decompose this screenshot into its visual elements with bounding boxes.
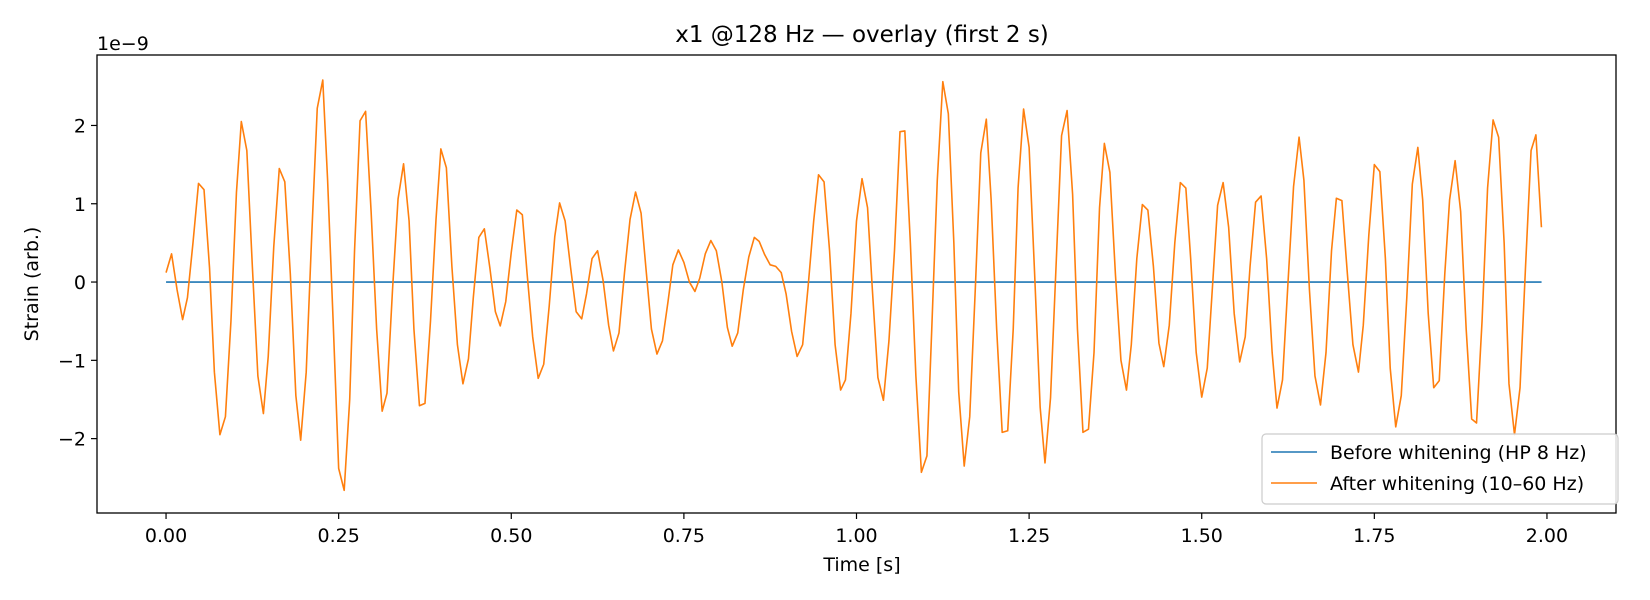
legend-label-before: Before whitening (HP 8 Hz) [1330,442,1587,464]
plot-area [165,79,1543,492]
series-after-whitening-line [165,79,1543,492]
y-tick-label: 2 [74,115,86,137]
y-axis: −2 −1 0 1 2 [58,115,97,451]
x-tick-label: 0.00 [145,525,187,547]
x-tick-label: 0.75 [663,525,705,547]
y-tick-label: 1 [74,194,86,216]
y-offset-text: 1e−9 [97,33,149,55]
chart-title: x1 @128 Hz — overlay (first 2 s) [675,22,1049,48]
x-axis-label: Time [s] [822,554,900,576]
legend-label-after: After whitening (10–60 Hz) [1330,473,1584,495]
y-axis-label: Strain (arb.) [21,227,43,342]
y-tick-label: −2 [58,429,86,451]
series-group [165,79,1543,492]
x-tick-label: 1.75 [1353,525,1395,547]
x-tick-label: 0.25 [318,525,360,547]
legend-box [1261,433,1619,505]
x-tick-label: 0.50 [490,525,532,547]
x-tick-label: 2.00 [1526,525,1568,547]
y-tick-label: −1 [58,350,86,372]
x-tick-label: 1.00 [835,525,877,547]
legend: Before whitening (HP 8 Hz) After whiteni… [1261,433,1619,505]
x-axis: 0.00 0.25 0.50 0.75 1.00 1.25 1.50 1.75 2.00 [145,513,1568,547]
x-tick-label: 1.50 [1181,525,1223,547]
y-tick-label: 0 [74,272,86,294]
x-tick-label: 1.25 [1008,525,1050,547]
